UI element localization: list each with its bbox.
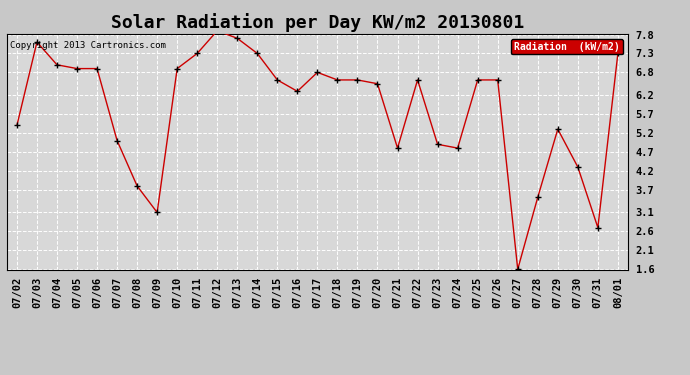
- Legend: Radiation  (kW/m2): Radiation (kW/m2): [511, 39, 623, 54]
- Text: Copyright 2013 Cartronics.com: Copyright 2013 Cartronics.com: [10, 41, 166, 50]
- Title: Solar Radiation per Day KW/m2 20130801: Solar Radiation per Day KW/m2 20130801: [111, 13, 524, 32]
